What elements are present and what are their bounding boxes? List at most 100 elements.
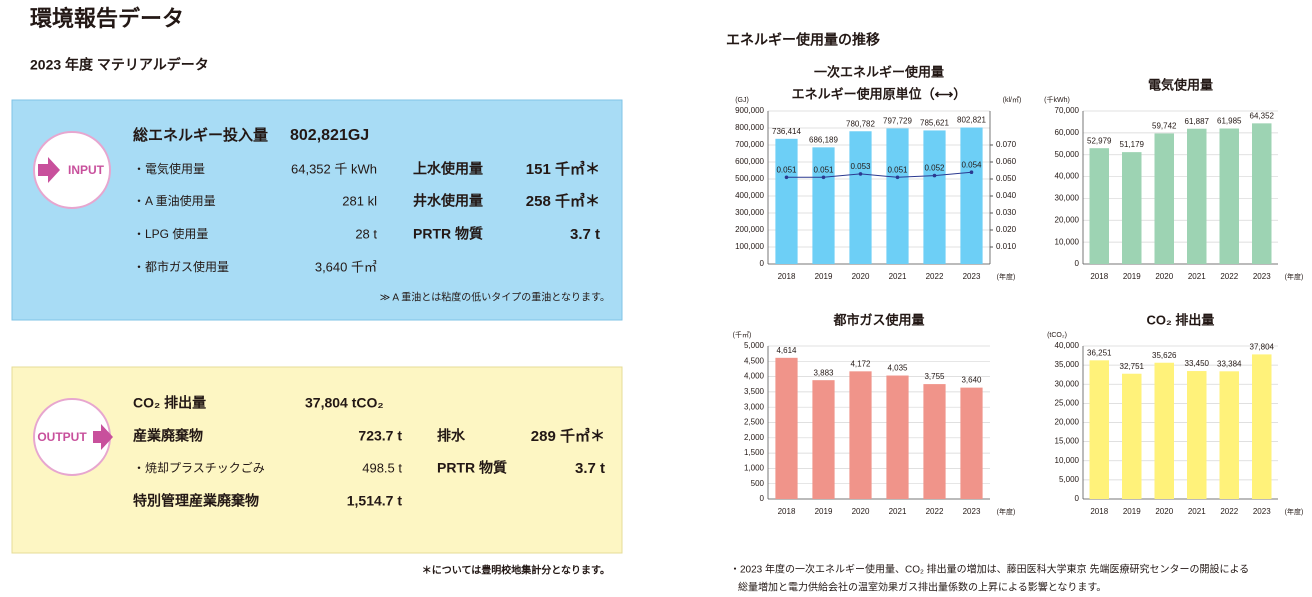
bar bbox=[812, 380, 835, 499]
page-title: 環境報告データ bbox=[30, 6, 184, 31]
output-right-value: 3.7 t bbox=[575, 460, 605, 477]
input-row-value: 3,640 千㎥ bbox=[315, 259, 377, 274]
value-label: 686,189 bbox=[809, 135, 838, 144]
bar bbox=[923, 384, 946, 499]
value-label: 37,804 bbox=[1250, 343, 1275, 352]
x-tick-label: 2018 bbox=[1090, 507, 1108, 516]
value-label: 4,614 bbox=[776, 346, 797, 355]
value-label: 0.051 bbox=[887, 165, 908, 174]
input-arrow bbox=[38, 157, 60, 183]
y-axis-label: (千kWh) bbox=[1044, 95, 1070, 104]
input-row-label: ・LPG 使用量 bbox=[133, 226, 208, 241]
output-row-label: 特別管理産業廃棄物 bbox=[133, 493, 259, 509]
bar bbox=[1089, 148, 1109, 264]
y2-tick-label: 0.050 bbox=[996, 174, 1017, 183]
input-right-label: 井水使用量 bbox=[413, 193, 483, 209]
value-label: 785,621 bbox=[920, 119, 949, 128]
y-axis-label: (GJ) bbox=[735, 97, 749, 104]
footnote: ・2023 年度の一次エネルギー使用量、CO₂ 排出量の増加は、藤田医科大学東京… bbox=[730, 563, 1249, 576]
line-marker bbox=[932, 173, 937, 178]
value-label: 35,626 bbox=[1152, 351, 1177, 360]
y-tick-label: 10,000 bbox=[1055, 456, 1080, 465]
y-tick-label: 30,000 bbox=[1055, 379, 1080, 388]
y-tick-label: 30,000 bbox=[1055, 194, 1080, 203]
x-tick-label: 2021 bbox=[1188, 272, 1206, 281]
output-box bbox=[11, 366, 623, 554]
x-tick-label: 2018 bbox=[1090, 272, 1108, 281]
y-tick-label: 3,500 bbox=[744, 387, 765, 396]
x-axis-label: (年度) bbox=[1285, 272, 1304, 281]
y-axis-label: (千㎥) bbox=[733, 330, 752, 339]
value-label: 3,883 bbox=[813, 368, 834, 377]
y-tick-label: 50,000 bbox=[1055, 150, 1080, 159]
y-tick-label: 700,000 bbox=[735, 140, 764, 149]
bar bbox=[960, 127, 983, 264]
x-tick-label: 2022 bbox=[926, 507, 944, 516]
output-arrow bbox=[93, 424, 113, 450]
y-tick-label: 10,000 bbox=[1055, 237, 1080, 246]
x-axis-label: (年度) bbox=[997, 507, 1016, 516]
x-tick-label: 2018 bbox=[778, 507, 796, 516]
input-right-label: 上水使用量 bbox=[413, 161, 483, 177]
page-subtitle: 2023 年度 マテリアルデータ bbox=[30, 57, 209, 73]
bar bbox=[1219, 128, 1239, 264]
output-row-value: 37,804 tCO₂ bbox=[305, 395, 384, 411]
line bbox=[786, 171, 972, 178]
bar bbox=[1089, 360, 1109, 499]
section-heading: エネルギー使用量の推移 bbox=[726, 32, 880, 48]
input-row-label: ・都市ガス使用量 bbox=[133, 259, 229, 274]
value-label: 4,035 bbox=[887, 364, 908, 373]
y-tick-label: 500 bbox=[751, 479, 765, 488]
bar bbox=[886, 375, 909, 499]
bar bbox=[1154, 362, 1174, 499]
value-label: 4,172 bbox=[850, 359, 871, 368]
y-tick-label: 0 bbox=[1075, 494, 1080, 503]
y2-tick-label: 0.030 bbox=[996, 208, 1017, 217]
y2-axis-label: (kl/㎡) bbox=[1003, 96, 1022, 104]
x-tick-label: 2022 bbox=[1220, 507, 1238, 516]
bar bbox=[775, 357, 798, 499]
x-tick-label: 2023 bbox=[1253, 507, 1271, 516]
y-axis-label: (tCO₂) bbox=[1047, 332, 1067, 339]
value-label: 0.053 bbox=[850, 162, 871, 171]
input-right-label: PRTR 物質 bbox=[413, 226, 483, 242]
value-label: 52,979 bbox=[1087, 136, 1112, 145]
input-total-value: 802,821GJ bbox=[290, 127, 369, 144]
y-tick-label: 3,000 bbox=[744, 402, 765, 411]
y-tick-label: 200,000 bbox=[735, 225, 764, 234]
output-row-label: CO₂ 排出量 bbox=[133, 395, 206, 411]
y-tick-label: 15,000 bbox=[1055, 437, 1080, 446]
value-label: 64,352 bbox=[1250, 111, 1275, 120]
value-label: 0.052 bbox=[924, 164, 945, 173]
y-tick-label: 0 bbox=[760, 259, 765, 268]
y-tick-label: 20,000 bbox=[1055, 215, 1080, 224]
chart-title: 一次エネルギー使用量 bbox=[814, 64, 944, 79]
value-label: 36,251 bbox=[1087, 348, 1112, 357]
y-tick-label: 5,000 bbox=[1059, 475, 1080, 484]
y2-tick-label: 0.060 bbox=[996, 157, 1017, 166]
y-tick-label: 2,000 bbox=[744, 433, 765, 442]
output-right-label: PRTR 物質 bbox=[437, 460, 507, 476]
y2-tick-label: 0.020 bbox=[996, 225, 1017, 234]
output-right-value: 289 千㎥＊ bbox=[531, 427, 605, 445]
y-tick-label: 40,000 bbox=[1055, 341, 1080, 350]
line-marker bbox=[969, 170, 974, 174]
y-tick-label: 500,000 bbox=[735, 174, 764, 183]
output-row-label: ・焼却プラスチックごみ bbox=[133, 460, 265, 475]
x-tick-label: 2019 bbox=[1123, 272, 1141, 281]
bar bbox=[1122, 152, 1142, 264]
y2-tick-label: 0.040 bbox=[996, 191, 1017, 200]
x-tick-label: 2020 bbox=[852, 272, 870, 281]
bar bbox=[960, 387, 983, 499]
line-marker bbox=[821, 175, 826, 180]
y-tick-label: 20,000 bbox=[1055, 418, 1080, 427]
x-axis-label: (年度) bbox=[1285, 507, 1304, 516]
y-tick-label: 900,000 bbox=[735, 106, 764, 115]
output-row-value: 723.7 t bbox=[358, 428, 402, 444]
bar bbox=[886, 128, 909, 264]
bar bbox=[923, 130, 946, 264]
input-badge bbox=[33, 131, 111, 209]
value-label: 780,782 bbox=[846, 119, 875, 128]
